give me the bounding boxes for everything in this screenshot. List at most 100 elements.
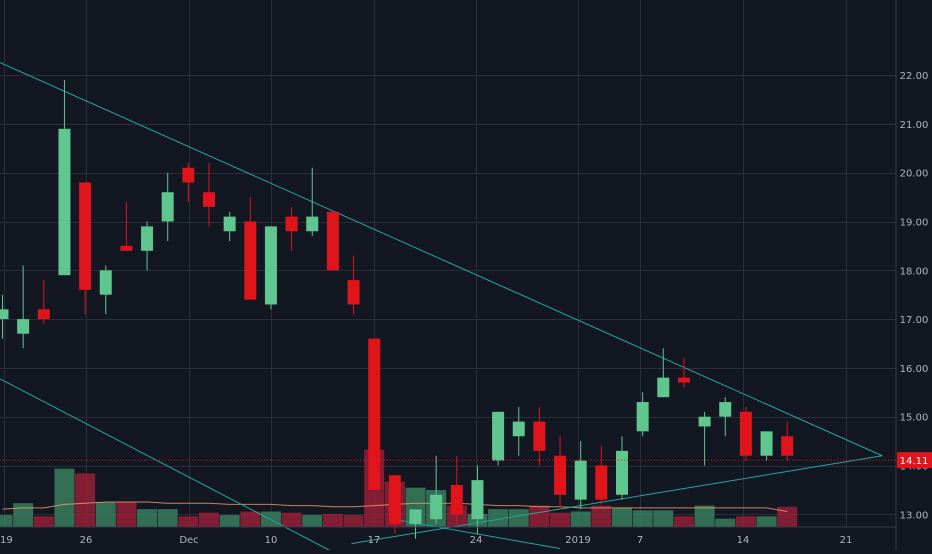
volume-bar	[529, 505, 550, 527]
candle-body	[182, 167, 195, 183]
volume-bar	[13, 503, 34, 527]
candle-up	[492, 411, 505, 466]
candle-body	[17, 319, 30, 334]
trendline	[351, 455, 883, 545]
volume-bar	[75, 473, 96, 527]
candle-up	[636, 392, 649, 437]
candle-body	[141, 226, 154, 251]
candle-up	[512, 406, 525, 456]
candle-down	[37, 280, 50, 324]
x-tick-label: 26	[80, 535, 93, 546]
candle-body	[554, 455, 567, 495]
volume-bar	[219, 515, 240, 527]
candle-body	[595, 465, 608, 500]
candle-body	[430, 494, 443, 520]
volume-bar	[0, 515, 13, 527]
x-tick-label: Dec	[179, 535, 198, 546]
candle-body	[37, 309, 50, 320]
volume-bar	[735, 516, 756, 527]
last-price-badge-bg	[897, 452, 932, 469]
y-tick-label: 19.00	[900, 218, 929, 229]
x-tick-label: 14	[737, 535, 750, 546]
candle-up	[719, 397, 732, 437]
candle-body	[223, 216, 236, 232]
candle-body	[533, 421, 546, 451]
candle-body	[203, 192, 215, 207]
trendline	[0, 62, 883, 457]
volume-bar	[240, 511, 261, 527]
candle-down	[120, 201, 133, 251]
volume-bar	[508, 509, 529, 527]
volume-bar	[488, 509, 509, 527]
candle-body	[512, 421, 525, 437]
volume-bar	[302, 515, 323, 527]
candle-up	[698, 411, 711, 466]
volume-bar	[694, 505, 715, 527]
candle-body	[492, 411, 505, 461]
candle-up	[58, 79, 71, 276]
y-tick-label: 20.00	[900, 169, 929, 180]
candle-up	[223, 211, 236, 242]
y-tick-label: 17.00	[900, 315, 929, 326]
candle-down	[326, 211, 339, 271]
volume-bar	[612, 507, 632, 527]
candle-body	[471, 480, 484, 520]
y-tick-label: 18.00	[900, 266, 929, 277]
y-tick-label: 13.00	[900, 510, 929, 521]
candle-down	[347, 255, 360, 315]
candle-up	[264, 226, 277, 310]
volume-bar	[343, 515, 364, 527]
candle-body	[760, 431, 773, 456]
candle-up	[161, 172, 174, 242]
candle-up	[657, 348, 670, 398]
volume-bar	[673, 516, 694, 527]
volume-bar	[715, 518, 736, 527]
x-tick-label: 24	[470, 535, 483, 546]
volume-bar	[570, 511, 591, 527]
candle-up	[430, 455, 443, 525]
candle-down	[450, 455, 463, 525]
trendline	[0, 378, 338, 554]
candle-body	[244, 221, 257, 300]
time-axis[interactable]: 19 26 Dec 10 17 24 2019 7 14 21	[0, 535, 852, 546]
candle-body	[781, 436, 794, 456]
candle-down	[203, 162, 215, 227]
volume-bar	[322, 513, 343, 527]
y-tick-label: 16.00	[900, 364, 929, 375]
volume-bar	[33, 516, 54, 527]
candle-up	[99, 265, 112, 315]
x-tick-label: 19	[0, 535, 13, 546]
candle-body	[58, 128, 71, 276]
candle-up	[141, 221, 154, 271]
x-tick-label: 21	[840, 535, 853, 546]
candle-body	[719, 402, 732, 417]
candle-body	[636, 402, 649, 432]
y-tick-label: 22.00	[900, 71, 929, 82]
candle-up	[616, 436, 628, 500]
y-tick-label: 15.00	[900, 413, 929, 424]
candle-down	[244, 197, 257, 300]
volume-bar	[756, 516, 777, 527]
candle-body	[677, 377, 690, 383]
candle-up	[760, 431, 773, 461]
x-tick-label: 17	[368, 535, 381, 546]
volume-bar	[281, 512, 302, 527]
volume-bar	[54, 468, 75, 527]
candle-up	[306, 167, 319, 237]
candle-down	[285, 206, 298, 251]
candle-down	[739, 406, 752, 461]
candle-down	[388, 475, 401, 534]
candle-up	[409, 509, 422, 539]
candle-body	[574, 460, 587, 500]
candle-body	[409, 509, 422, 525]
candle-down	[79, 182, 92, 315]
candle-body	[388, 475, 401, 525]
last-price-label: 14.11	[900, 456, 929, 467]
volume-bar	[95, 501, 116, 527]
candle-down	[595, 445, 608, 505]
candle-body	[285, 216, 298, 232]
candle-body	[326, 211, 339, 271]
